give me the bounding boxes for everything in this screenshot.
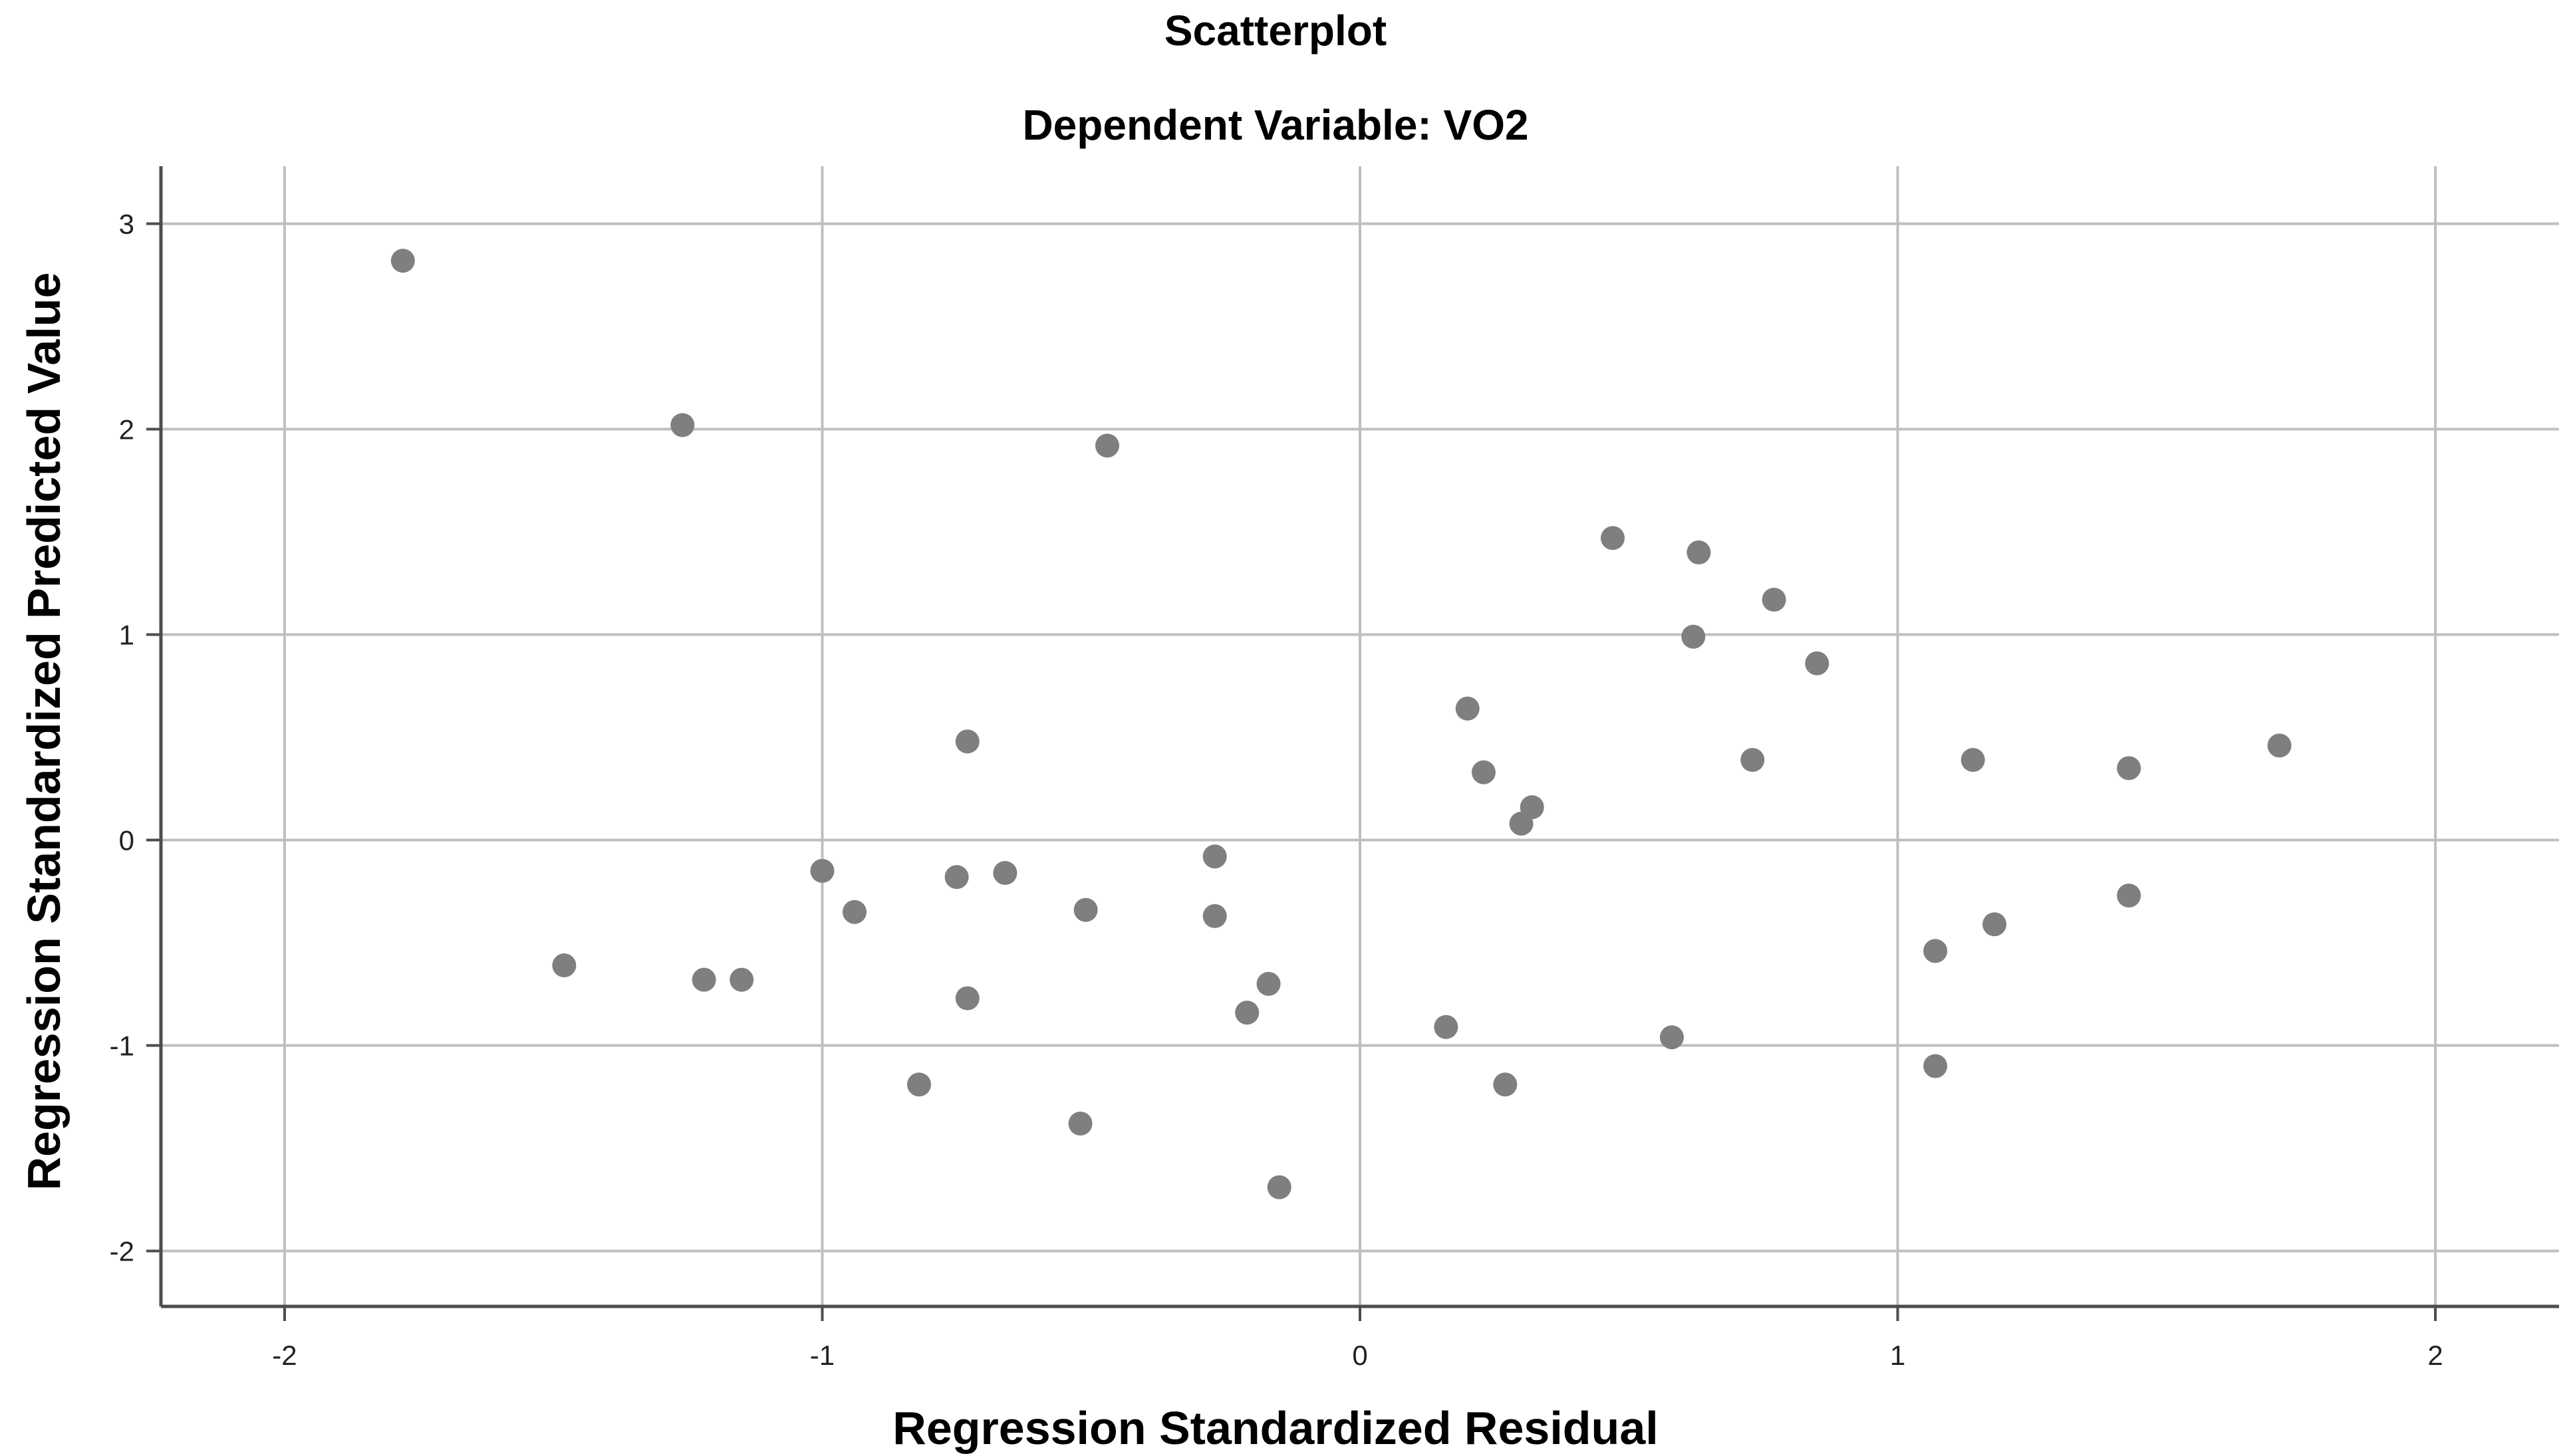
scatter-point <box>1520 795 1544 820</box>
scatter-point <box>2117 756 2141 781</box>
scatter-point <box>1982 912 2007 937</box>
x-tick-label: 2 <box>2427 1340 2443 1371</box>
scatter-point <box>1762 588 1786 612</box>
scatter-point <box>1068 1111 1093 1136</box>
scatter-point <box>1202 844 1227 869</box>
scatter-point <box>692 967 716 992</box>
scatter-point <box>1681 624 1706 649</box>
scatter-point <box>730 967 754 992</box>
scatter-point <box>1434 1015 1458 1039</box>
chart-title: Scatterplot <box>1164 7 1387 55</box>
scatter-point <box>1455 696 1480 721</box>
scatter-point <box>1256 971 1281 996</box>
y-tick-label: 1 <box>119 620 134 651</box>
scatter-point <box>2267 733 2292 758</box>
scatter-point <box>993 860 1017 885</box>
scatter-point <box>1471 760 1496 785</box>
scatter-point <box>2117 883 2141 908</box>
scatter-point <box>670 413 695 437</box>
scatter-point <box>944 865 969 890</box>
scatter-point <box>1095 433 1119 458</box>
scatter-point <box>1961 748 1985 773</box>
x-tick-label: -2 <box>272 1340 297 1371</box>
y-tick-label: 3 <box>119 209 134 240</box>
scatter-point <box>1659 1025 1684 1050</box>
scatter-point <box>1923 1054 1948 1078</box>
scatter-point <box>1687 540 1711 564</box>
x-tick-label: 0 <box>1352 1340 1367 1371</box>
scatter-point <box>390 249 415 273</box>
scatter-point <box>1923 939 1948 963</box>
scatter-point <box>1073 898 1098 922</box>
scatter-point <box>1202 904 1227 928</box>
scatter-point <box>552 953 577 978</box>
y-tick-label: 2 <box>119 414 134 445</box>
x-tick-label: -1 <box>810 1340 835 1371</box>
x-tick-label: 1 <box>1890 1340 1905 1371</box>
x-axis-label: Regression Standardized Residual <box>892 1402 1658 1454</box>
y-tick-label: 0 <box>119 825 134 856</box>
scatter-point <box>842 900 867 924</box>
y-tick-label: -1 <box>110 1031 134 1062</box>
grid <box>161 166 2559 1306</box>
scatter-point <box>1805 651 1829 675</box>
y-axis-label: Regression Standardized Predicted Value <box>18 273 70 1191</box>
scatter-point <box>810 858 835 883</box>
chart-subtitle: Dependent Variable: VO2 <box>1022 101 1528 149</box>
scatter-point <box>955 986 980 1011</box>
scatter-point <box>907 1072 932 1097</box>
scatter-point <box>1601 526 1625 550</box>
scatter-point <box>1740 748 1765 773</box>
data-points <box>390 249 2292 1199</box>
axes <box>146 166 2559 1321</box>
scatter-point <box>1235 1001 1260 1025</box>
scatter-point <box>1493 1072 1518 1097</box>
scatter-point <box>955 729 980 754</box>
scatter-point <box>1267 1175 1291 1199</box>
y-tick-label: -2 <box>110 1236 134 1267</box>
tick-labels: -2 -1 0 1 2 -2 -1 0 1 2 3 <box>110 209 2443 1371</box>
